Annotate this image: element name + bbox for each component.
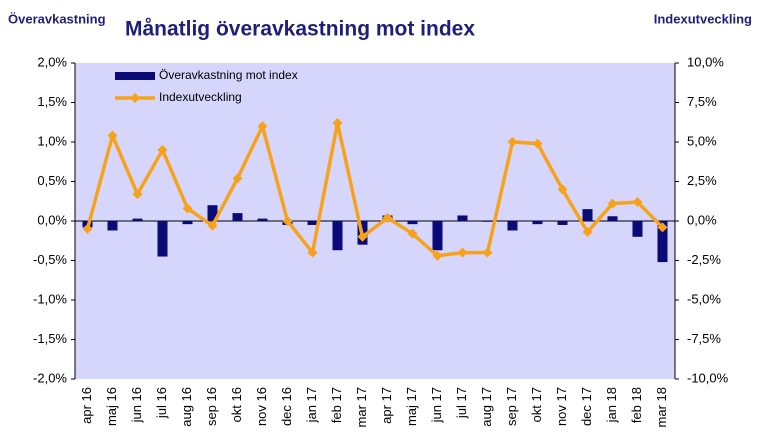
y2-tick-label: 5,0%: [687, 133, 717, 148]
marker: [432, 250, 443, 261]
marker: [207, 220, 218, 231]
y2-tick-label: -10,0%: [687, 370, 729, 385]
marker: [182, 203, 193, 214]
marker: [257, 121, 268, 132]
x-tick-label: apr 17: [379, 387, 394, 424]
marker: [482, 247, 493, 258]
marker: [657, 222, 668, 233]
y2-tick-label: -5,0%: [687, 291, 721, 306]
bar: [257, 218, 268, 221]
y2-tick-label: -7,5%: [687, 331, 721, 346]
bar: [557, 221, 568, 225]
y2-tick-label: -2,5%: [687, 252, 721, 267]
y2-tick-label: 2,5%: [687, 173, 717, 188]
marker: [157, 144, 168, 155]
x-tick-label: okt 17: [529, 387, 544, 422]
x-tick-label: jan 18: [604, 387, 619, 423]
marker: [507, 137, 518, 147]
bar: [307, 221, 318, 225]
bar: [207, 205, 218, 221]
marker: [82, 223, 93, 234]
bar: [482, 221, 493, 222]
x-tick-label: maj 16: [104, 387, 119, 426]
y-tick-label: 1,5%: [37, 94, 67, 109]
x-tick-label: sep 16: [204, 387, 219, 426]
chart-title: Månatlig överavkastning mot index: [125, 18, 475, 41]
x-tick-label: mar 18: [654, 387, 669, 427]
x-tick-label: jul 16: [154, 387, 169, 419]
bar: [457, 215, 468, 221]
marker: [282, 216, 293, 226]
x-tick-label: apr 16: [79, 387, 94, 424]
x-tick-label: feb 18: [629, 387, 644, 423]
marker: [382, 212, 393, 223]
x-tick-label: dec 16: [279, 387, 294, 426]
bar: [657, 221, 668, 263]
bar: [232, 213, 243, 221]
marker: [132, 189, 143, 200]
x-tick-label: aug 16: [179, 387, 194, 427]
marker: [357, 231, 368, 242]
bar: [507, 221, 518, 231]
y-tick-label: 0,5%: [37, 173, 67, 188]
marker: [232, 173, 243, 184]
y-tick-label: -2,0%: [33, 370, 67, 385]
x-tick-label: jan 17: [304, 387, 319, 423]
bar: [107, 221, 118, 231]
marker: [457, 247, 468, 258]
y-tick-label: 0,0%: [37, 212, 67, 227]
line: [85, 121, 664, 258]
bar: [582, 209, 593, 221]
x-tick-label: sep 17: [504, 387, 519, 426]
x-tick-label: mar 17: [354, 387, 369, 427]
legend-label: Överavkastning mot index: [159, 68, 298, 82]
marker: [107, 130, 118, 141]
x-tick-label: nov 16: [254, 387, 269, 426]
bar: [432, 221, 443, 251]
y2-tick-label: 0,0%: [687, 212, 717, 227]
x-tick-label: maj 17: [404, 387, 419, 426]
marker: [532, 138, 543, 149]
bar: [407, 221, 418, 225]
x-tick-label: jul 17: [454, 387, 469, 419]
legend-marker: [130, 93, 140, 103]
marker: [632, 197, 643, 208]
bar: [157, 221, 168, 257]
marker: [557, 184, 568, 195]
marker: [407, 228, 418, 239]
marker: [332, 118, 343, 129]
y2-axis-label: Indexutveckling: [654, 11, 752, 26]
legend-label: Indexutveckling: [159, 90, 242, 104]
x-tick-label: feb 17: [329, 387, 344, 423]
legend-swatch: [115, 72, 155, 80]
marker: [307, 247, 318, 258]
bar: [607, 216, 618, 221]
marker: [607, 198, 618, 209]
bar: [532, 221, 543, 225]
x-tick-label: okt 16: [229, 387, 244, 422]
y-tick-label: -1,0%: [33, 291, 67, 306]
bar: [332, 221, 343, 251]
bar: [182, 221, 193, 225]
x-tick-label: jun 16: [129, 387, 144, 423]
y-tick-label: -0,5%: [33, 252, 67, 267]
x-tick-label: nov 17: [554, 387, 569, 426]
y2-tick-label: 7,5%: [687, 94, 717, 109]
bar: [132, 218, 143, 221]
marker: [582, 227, 593, 238]
y-axis-label: Överavkastning: [8, 11, 106, 26]
y-tick-label: 1,0%: [37, 133, 67, 148]
y-tick-label: 2,0%: [37, 54, 67, 69]
y2-tick-label: 10,0%: [687, 54, 724, 69]
bar: [632, 221, 643, 237]
x-tick-label: jun 17: [429, 387, 444, 423]
x-tick-label: dec 17: [579, 387, 594, 426]
x-tick-label: aug 17: [479, 387, 494, 427]
y-tick-label: -1,5%: [33, 331, 67, 346]
